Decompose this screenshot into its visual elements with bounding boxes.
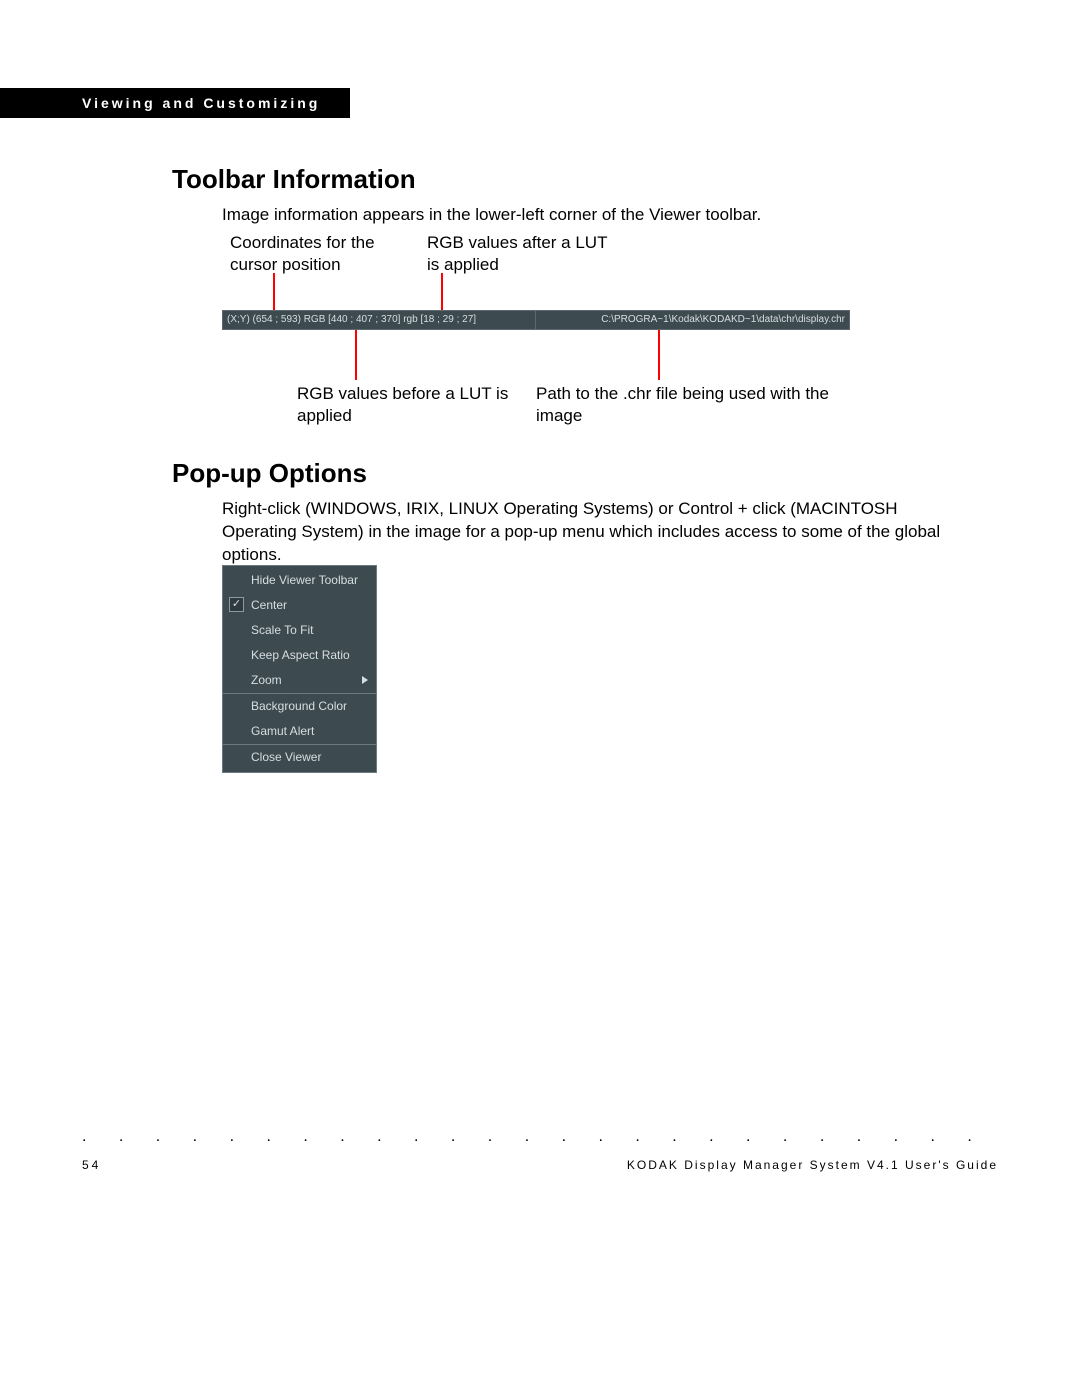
popup-item[interactable]: Gamut Alert [223,719,376,744]
popup-item[interactable]: Scale To Fit [223,618,376,643]
pointer-line [441,273,443,310]
popup-item[interactable]: Hide Viewer Toolbar [223,568,376,593]
check-icon: ✓ [229,597,244,612]
section-body-popup-options: Right-click (WINDOWS, IRIX, LINUX Operat… [222,498,942,567]
section-title-toolbar-info: Toolbar Information [172,164,416,195]
footer-title: KODAK Display Manager System V4.1 User's… [627,1158,998,1172]
status-right-text: C:\PROGRA~1\Kodak\KODAKD~1\data\chr\disp… [601,311,845,329]
section-title-popup-options: Pop-up Options [172,458,367,489]
section-body-toolbar-info: Image information appears in the lower-l… [222,204,942,227]
viewer-status-bar: (X;Y) (654 ; 593) RGB [440 ; 407 ; 370] … [222,310,850,330]
popup-item[interactable]: Zoom [223,668,376,693]
popup-item[interactable]: Background Color [223,694,376,719]
status-left-text: (X;Y) (654 ; 593) RGB [440 ; 407 ; 370] … [227,311,476,329]
popup-menu[interactable]: Hide Viewer ToolbarCenter✓Scale To FitKe… [222,565,377,773]
status-divider [535,311,536,329]
page-number: 54 [82,1158,101,1172]
callout-coords: Coordinates for the cursor position [230,232,420,276]
footer-dots: . . . . . . . . . . . . . . . . . . . . … [82,1128,998,1146]
callout-path: Path to the .chr file being used with th… [536,383,836,427]
pointer-line [355,330,357,380]
popup-item[interactable]: Keep Aspect Ratio [223,643,376,668]
pointer-line [273,273,275,310]
page: Viewing and Customizing Looks Toolbar In… [0,0,1080,1397]
pointer-line [658,330,660,380]
popup-item[interactable]: Close Viewer [223,745,376,770]
section-header-bar: Viewing and Customizing Looks [0,88,350,118]
chevron-right-icon [362,676,368,684]
callout-rgb-before: RGB values before a LUT is applied [297,383,517,427]
callout-rgb-after: RGB values after a LUT is applied [427,232,617,276]
popup-item[interactable]: Center✓ [223,593,376,618]
